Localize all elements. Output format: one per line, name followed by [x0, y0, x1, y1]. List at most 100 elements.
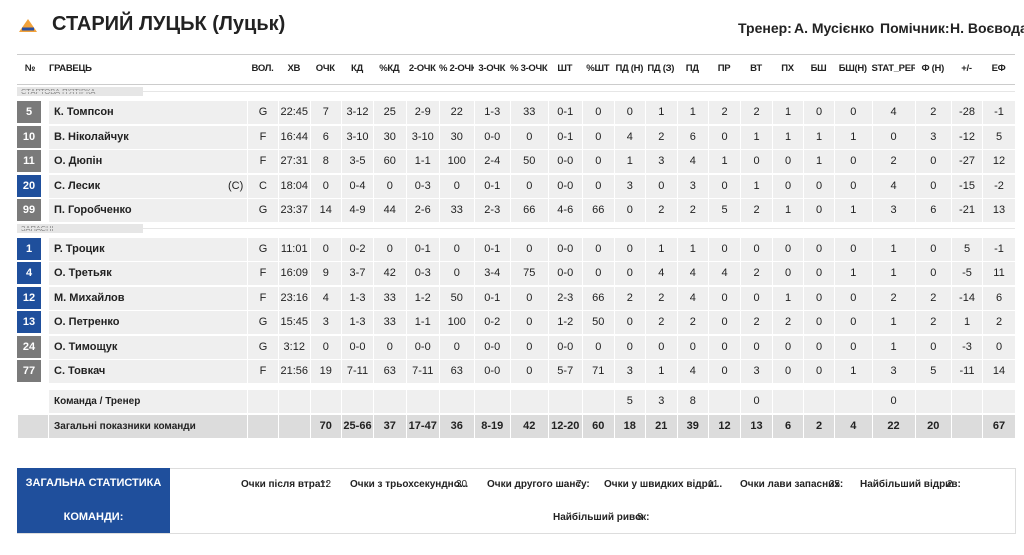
- stat-cell: 1: [676, 237, 708, 261]
- stat-cell: 1: [871, 311, 915, 334]
- row-bg: [48, 311, 247, 334]
- summary-title: ЗАГАЛЬНА СТАТИСТИКА: [25, 477, 162, 489]
- stat-cell: 36: [439, 415, 474, 438]
- stat-cell: 3-10: [405, 125, 439, 149]
- stat-cell: 21:56: [278, 360, 310, 383]
- stat-cell: 2-6: [405, 199, 439, 222]
- stat-cell: 33: [373, 286, 406, 310]
- row-bg: [48, 101, 247, 124]
- stat-cell: 1: [645, 101, 677, 124]
- stat-cell: 0: [645, 335, 677, 359]
- stat-cell: 4: [613, 125, 645, 149]
- summary-title: КОМАНДИ:: [63, 511, 124, 523]
- stat-cell: 0: [772, 335, 803, 359]
- stat-cell: 1-2: [547, 311, 582, 334]
- stat-cell: 5: [982, 125, 1015, 149]
- stat-cell: 1: [803, 150, 834, 173]
- stat-cell: 0: [708, 335, 740, 359]
- stat-cell: 4-6: [547, 199, 582, 222]
- stat-cell: 2: [645, 286, 677, 310]
- stat-cell: 22: [439, 101, 474, 124]
- stat-cell: 0: [803, 360, 834, 383]
- stat-cell: 1: [740, 125, 772, 149]
- stat-cell: 2-3: [547, 286, 582, 310]
- stat-cell: 2: [982, 311, 1015, 334]
- column-header: ПХ: [781, 63, 794, 74]
- player-number: 10: [17, 125, 41, 148]
- player-number: 4: [17, 262, 41, 284]
- stat-cell: 4: [708, 262, 740, 285]
- stat-cell: 0-1: [473, 174, 510, 198]
- assistant-label: Помічник:: [880, 20, 950, 36]
- stat-cell: 5: [708, 199, 740, 222]
- stat-cell: 0-0: [547, 237, 582, 261]
- stat-cell: [914, 390, 951, 413]
- stat-cell: 66: [510, 199, 548, 222]
- stat-cell: 0: [708, 125, 740, 149]
- stat-cell: [772, 390, 803, 413]
- stat-cell: 3: [645, 390, 677, 413]
- stat-cell: 0: [803, 174, 834, 198]
- stat-cell: [405, 390, 439, 413]
- stat-cell: -15: [951, 174, 982, 198]
- stat-cell: [582, 390, 614, 413]
- stat-cell: 1: [803, 125, 834, 149]
- coach-label: Тренер:: [738, 20, 792, 36]
- stat-cell: 0-0: [547, 262, 582, 285]
- stat-cell: 1: [676, 101, 708, 124]
- stat-cell: 37: [373, 415, 406, 438]
- stat-cell: F: [247, 286, 278, 310]
- stat-cell: 0: [510, 237, 548, 261]
- stat-cell: 11: [982, 262, 1015, 285]
- stat-cell: 0: [582, 335, 614, 359]
- stat-cell: 0: [834, 286, 872, 310]
- stat-cell: 3-10: [341, 125, 373, 149]
- stat-cell: 1: [951, 311, 982, 334]
- stat-cell: 0: [708, 360, 740, 383]
- stat-cell: [439, 390, 474, 413]
- stat-cell: 2: [613, 286, 645, 310]
- stat-cell: 16:09: [278, 262, 310, 285]
- row-bg: [48, 174, 247, 198]
- column-header: 3-ОЧК: [478, 63, 506, 74]
- stat-cell: 2: [740, 101, 772, 124]
- summary-value: 30: [456, 479, 468, 490]
- stat-cell: 3: [676, 174, 708, 198]
- stat-cell: 2: [871, 150, 915, 173]
- stat-cell: 1-2: [405, 286, 439, 310]
- stat-cell: 2: [871, 286, 915, 310]
- player-number: 11: [17, 150, 41, 172]
- stat-cell: 2: [708, 101, 740, 124]
- stat-cell: 0: [914, 174, 951, 198]
- player-name: С. Товкач: [54, 365, 106, 377]
- stat-cell: G: [247, 311, 278, 334]
- stat-cell: [341, 390, 373, 413]
- team-logo: [19, 19, 37, 32]
- stat-cell: [708, 390, 740, 413]
- stat-cell: 44: [373, 199, 406, 222]
- stat-cell: 0: [439, 335, 474, 359]
- stat-cell: 0: [582, 237, 614, 261]
- column-header: ПД (З): [647, 63, 675, 74]
- stat-cell: 1-3: [341, 311, 373, 334]
- stat-cell: 1-3: [341, 286, 373, 310]
- column-header: БШ(Н): [838, 63, 867, 74]
- stat-cell: 3:12: [278, 335, 310, 359]
- player-name: О. Третьяк: [54, 267, 112, 279]
- stat-cell: 0: [309, 237, 341, 261]
- stat-cell: 0-0: [473, 360, 510, 383]
- stat-cell: 4: [676, 360, 708, 383]
- totals-label: Загальні показники команди: [54, 421, 196, 432]
- column-header: Ф (Н): [921, 63, 945, 74]
- stat-cell: 3: [645, 150, 677, 173]
- stat-cell: 100: [439, 150, 474, 173]
- stat-cell: 0: [834, 335, 872, 359]
- stat-cell: 2: [676, 199, 708, 222]
- summary-value: 12: [320, 479, 332, 490]
- stat-cell: [247, 415, 278, 438]
- stat-cell: 0: [803, 311, 834, 334]
- stat-cell: 2: [772, 311, 803, 334]
- row-bg: [48, 125, 247, 149]
- stat-cell: 0-4: [341, 174, 373, 198]
- stat-cell: 0: [803, 335, 834, 359]
